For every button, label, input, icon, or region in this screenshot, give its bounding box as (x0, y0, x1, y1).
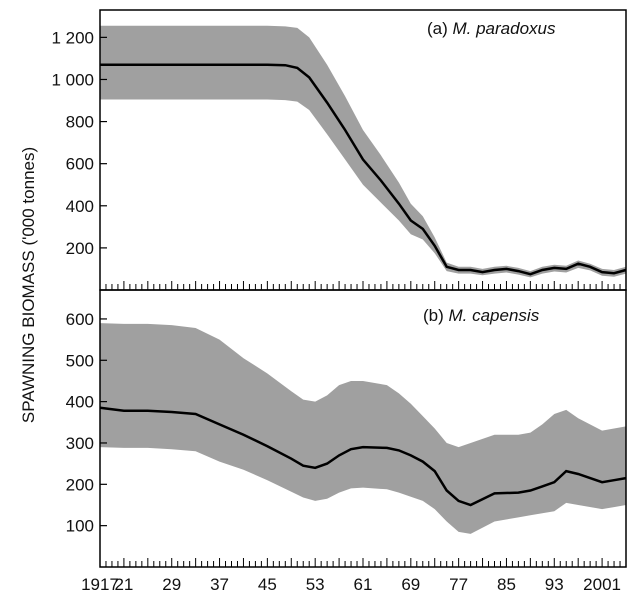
panel-b-y-tick-label: 400 (66, 393, 94, 412)
x-tick-label: 93 (545, 575, 564, 594)
panel-a-confidence-band (100, 25, 626, 278)
panel-b-y-ticks: 100 200 300 400 500 600 (66, 310, 107, 536)
panel-b-y-tick-label: 600 (66, 310, 94, 329)
x-tick-label: 53 (306, 575, 325, 594)
panel-a-y-tick-label: 800 (66, 113, 94, 132)
x-tick-label: 85 (497, 575, 516, 594)
x-tick-label: 21 (114, 575, 133, 594)
panel-b-y-tick-label: 300 (66, 434, 94, 453)
panel-b-y-tick-label: 200 (66, 475, 94, 494)
y-axis-title: SPAWNING BIOMASS ('000 tonnes) (19, 147, 38, 423)
x-tick-label: 45 (258, 575, 277, 594)
panel-a-y-ticks: 200 400 600 800 1 000 1 200 (51, 28, 107, 258)
x-tick-label: 2001 (583, 575, 621, 594)
panel-a-paradoxus: 200 400 600 800 1 000 1 200 (a) M. paradoxus (51, 9, 627, 291)
panel-b-label: (b) M. capensis (423, 306, 540, 325)
x-tick-label: 69 (401, 575, 420, 594)
panel-a-y-tick-label: 1 200 (51, 28, 94, 47)
panel-b-x-ticks (99, 558, 627, 567)
panel-a-y-tick-label: 600 (66, 155, 94, 174)
panel-a-median-line (100, 63, 627, 276)
panel-a-x-ticks (99, 281, 627, 290)
x-tick-label: 37 (210, 575, 229, 594)
x-tick-label: 61 (354, 575, 373, 594)
panel-a-y-tick-label: 200 (66, 239, 94, 258)
panel-b-confidence-band (100, 323, 626, 534)
x-tick-label: 77 (449, 575, 468, 594)
panel-b-median-line (99, 406, 627, 507)
panel-b-frame (99, 289, 627, 568)
x-tick-label: 29 (162, 575, 181, 594)
x-tick-label: 1917 (81, 575, 119, 594)
panel-a-y-tick-label: 1 000 (51, 70, 94, 89)
panel-a-y-tick-label: 400 (66, 197, 94, 216)
panel-b-y-tick-label: 100 (66, 517, 94, 536)
panel-a-label: (a) M. paradoxus (427, 19, 556, 38)
panel-b-capensis: 100 200 300 400 500 600 (b) M. capensis (66, 289, 627, 568)
panel-b-y-tick-label: 500 (66, 351, 94, 370)
